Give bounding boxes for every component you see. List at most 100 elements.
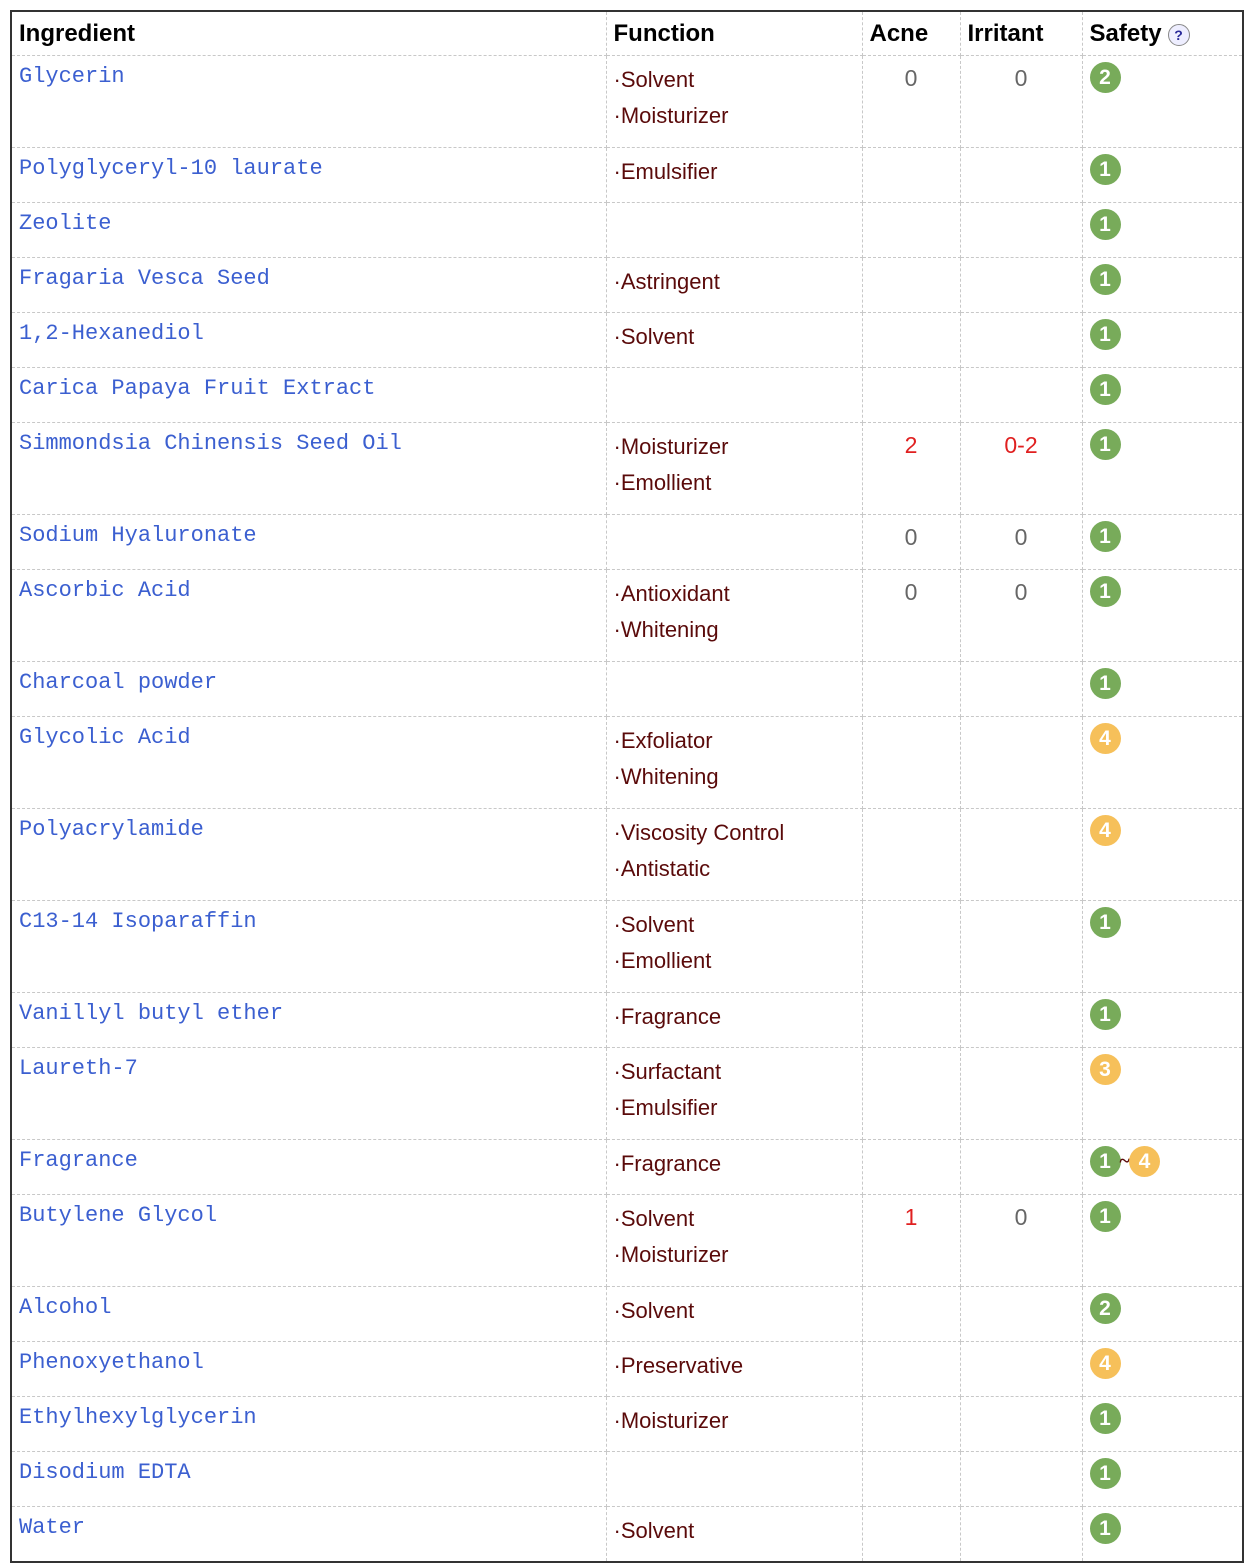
- safety-badge: 1: [1089, 374, 1121, 405]
- function-item: ·Surfactant: [613, 1059, 722, 1084]
- acne-value: [861, 716, 961, 809]
- acne-value: [861, 808, 961, 901]
- function-item: ·Emollient: [613, 948, 712, 973]
- function-cell: ·Solvent ·Moisturizer: [605, 1194, 863, 1287]
- ingredient-link[interactable]: Laureth-7: [10, 1047, 607, 1140]
- function-cell: ·Fragrance: [605, 1139, 863, 1195]
- function-item: ·Emollient: [613, 470, 712, 495]
- ingredient-link[interactable]: Charcoal powder: [10, 661, 607, 717]
- safety-badge: 1: [1089, 1403, 1121, 1434]
- irritant-value: [959, 900, 1083, 993]
- irritant-value: 0: [959, 1194, 1083, 1287]
- irritant-value: [959, 202, 1083, 258]
- table-row: Laureth-7 ·Surfactant ·Emulsifier 3: [10, 1047, 1244, 1140]
- table-row: 1,2-Hexanediol ·Solvent 1: [10, 312, 1244, 368]
- acne-value: [861, 1139, 961, 1195]
- irritant-value: 0-2: [959, 422, 1083, 515]
- safety-cell: 1: [1081, 569, 1244, 662]
- acne-value: [861, 1451, 961, 1507]
- ingredient-link[interactable]: C13-14 Isoparaffin: [10, 900, 607, 993]
- ingredient-link[interactable]: Ethylhexylglycerin: [10, 1396, 607, 1452]
- function-cell: ·Astringent: [605, 257, 863, 313]
- safety-cell: 1: [1081, 661, 1244, 717]
- safety-badge: 3: [1089, 1054, 1121, 1085]
- function-item: ·Moisturizer: [613, 103, 729, 128]
- function-item: ·Emulsifier: [613, 1095, 718, 1120]
- safety-badge: 4: [1089, 815, 1121, 846]
- header-acne: Acne: [861, 10, 961, 56]
- header-function: Function: [605, 10, 863, 56]
- ingredient-link[interactable]: Butylene Glycol: [10, 1194, 607, 1287]
- function-cell: ·Emulsifier: [605, 147, 863, 203]
- function-item: ·Solvent: [613, 324, 695, 349]
- acne-value: 1: [861, 1194, 961, 1287]
- ingredient-link[interactable]: Water: [10, 1506, 607, 1563]
- function-cell: ·Antioxidant ·Whitening: [605, 569, 863, 662]
- function-item: ·Preservative: [613, 1353, 744, 1378]
- ingredient-link[interactable]: Polyglyceryl-10 laurate: [10, 147, 607, 203]
- ingredient-link[interactable]: Sodium Hyaluronate: [10, 514, 607, 570]
- acne-value: [861, 1341, 961, 1397]
- safety-badge: 2: [1089, 1293, 1121, 1324]
- safety-cell: 1: [1081, 514, 1244, 570]
- acne-value: 2: [861, 422, 961, 515]
- ingredient-link[interactable]: 1,2-Hexanediol: [10, 312, 607, 368]
- acne-value: [861, 1396, 961, 1452]
- safety-badge: 4: [1089, 1348, 1121, 1379]
- function-cell: ·Moisturizer ·Emollient: [605, 422, 863, 515]
- acne-value: [861, 1506, 961, 1563]
- function-item: ·Solvent: [613, 67, 695, 92]
- ingredient-link[interactable]: Glycerin: [10, 55, 607, 148]
- ingredient-link[interactable]: Glycolic Acid: [10, 716, 607, 809]
- safety-cell: 3: [1081, 1047, 1244, 1140]
- safety-cell: 1: [1081, 992, 1244, 1048]
- function-cell: ·Surfactant ·Emulsifier: [605, 1047, 863, 1140]
- question-balloon-icon[interactable]: ?: [1167, 23, 1190, 46]
- ingredient-link[interactable]: Alcohol: [10, 1286, 607, 1342]
- function-item: ·Antistatic: [613, 856, 711, 881]
- ingredient-link[interactable]: Zeolite: [10, 202, 607, 258]
- safety-cell: 1: [1081, 202, 1244, 258]
- ingredient-link[interactable]: Carica Papaya Fruit Extract: [10, 367, 607, 423]
- irritant-value: [959, 661, 1083, 717]
- irritant-value: [959, 312, 1083, 368]
- ingredient-link[interactable]: Polyacrylamide: [10, 808, 607, 901]
- ingredient-link[interactable]: Disodium EDTA: [10, 1451, 607, 1507]
- safety-badge: 1: [1089, 1458, 1121, 1489]
- range-separator: ~: [1119, 1150, 1130, 1172]
- irritant-value: [959, 716, 1083, 809]
- safety-cell: 4: [1081, 1341, 1244, 1397]
- ingredient-link[interactable]: Phenoxyethanol: [10, 1341, 607, 1397]
- function-cell: ·Solvent: [605, 1286, 863, 1342]
- acne-value: [861, 992, 961, 1048]
- table-row: Sodium Hyaluronate 0 0 1: [10, 514, 1244, 570]
- acne-value: [861, 257, 961, 313]
- ingredient-link[interactable]: Vanillyl butyl ether: [10, 992, 607, 1048]
- function-item: ·Fragrance: [613, 1004, 722, 1029]
- irritant-value: [959, 367, 1083, 423]
- irritant-value: 0: [959, 514, 1083, 570]
- ingredient-link[interactable]: Simmondsia Chinensis Seed Oil: [10, 422, 607, 515]
- ingredient-link[interactable]: Ascorbic Acid: [10, 569, 607, 662]
- header-irritant: Irritant: [959, 10, 1083, 56]
- irritant-value: 0: [959, 55, 1083, 148]
- ingredient-link[interactable]: Fragrance: [10, 1139, 607, 1195]
- safety-cell: 1: [1081, 312, 1244, 368]
- safety-cell: 1: [1081, 1506, 1244, 1563]
- safety-badge: 1: [1089, 907, 1121, 938]
- function-cell: [605, 367, 863, 423]
- function-cell: ·Solvent ·Emollient: [605, 900, 863, 993]
- safety-cell: 2: [1081, 55, 1244, 148]
- header-safety-label: Safety: [1089, 20, 1162, 47]
- safety-cell: 4: [1081, 716, 1244, 809]
- function-item: ·Solvent: [613, 1518, 695, 1543]
- acne-value: [861, 661, 961, 717]
- table-row: Simmondsia Chinensis Seed Oil ·Moisturize…: [10, 422, 1244, 515]
- table-row: Glycerin ·Solvent ·Moisturizer 0 0 2: [10, 55, 1244, 148]
- safety-cell: 1: [1081, 900, 1244, 993]
- acne-value: [861, 202, 961, 258]
- ingredient-link[interactable]: Fragaria Vesca Seed: [10, 257, 607, 313]
- header-ingredient: Ingredient: [10, 10, 607, 56]
- function-item: ·Moisturizer: [613, 434, 729, 459]
- safety-badge: 1: [1089, 576, 1121, 607]
